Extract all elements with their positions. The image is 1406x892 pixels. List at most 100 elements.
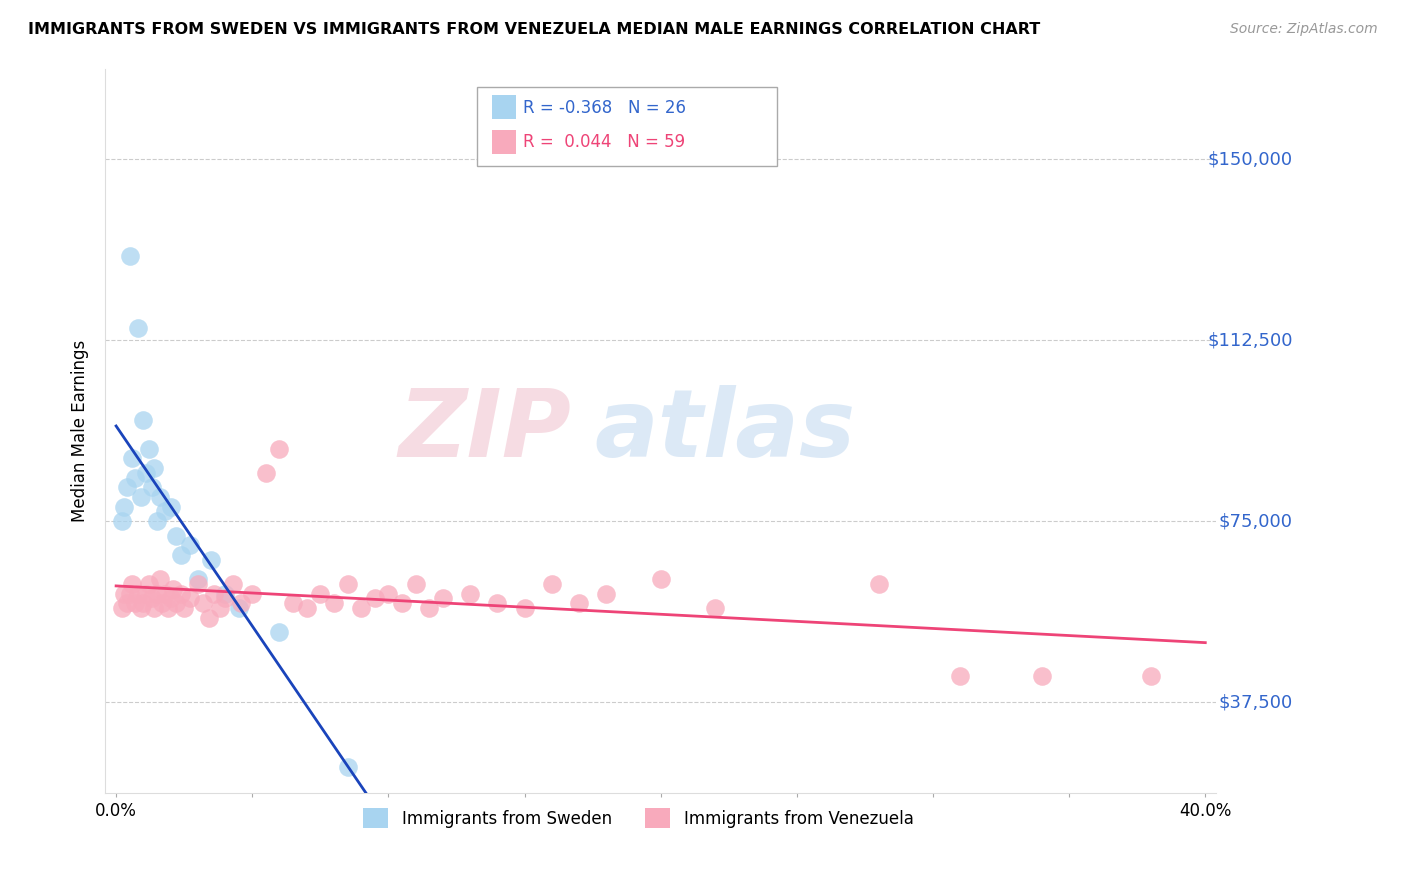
Point: [118, 586, 141, 600]
Point: [214, 591, 236, 606]
Point: [309, 586, 332, 600]
Point: [281, 596, 304, 610]
Point: [187, 577, 209, 591]
Point: [269, 442, 291, 456]
Point: [704, 601, 727, 615]
Point: [143, 461, 166, 475]
Point: [170, 586, 193, 600]
Y-axis label: Median Male Earnings: Median Male Earnings: [72, 340, 89, 522]
Point: [121, 577, 143, 591]
Point: [350, 601, 373, 615]
Point: [377, 586, 399, 600]
Point: [486, 596, 509, 610]
Point: [1140, 668, 1163, 682]
Point: [138, 442, 160, 456]
Point: [138, 577, 160, 591]
Point: [124, 470, 146, 484]
Point: [868, 577, 890, 591]
Point: [295, 601, 318, 615]
Point: [336, 577, 359, 591]
Point: [129, 601, 152, 615]
Point: [124, 596, 146, 610]
Point: [110, 601, 132, 615]
Text: $150,000: $150,000: [1208, 150, 1292, 168]
Point: [129, 490, 152, 504]
Point: [214, 586, 236, 600]
Text: R = -0.368   N = 26: R = -0.368 N = 26: [523, 99, 686, 117]
Point: [127, 586, 149, 600]
Text: ZIP: ZIP: [399, 384, 572, 476]
Point: [513, 601, 536, 615]
Point: [132, 596, 155, 610]
Point: [179, 538, 201, 552]
Point: [179, 591, 201, 606]
Point: [143, 601, 166, 615]
Point: [170, 548, 193, 562]
Point: [115, 480, 138, 494]
Point: [595, 586, 617, 600]
Point: [146, 586, 169, 600]
FancyBboxPatch shape: [478, 87, 778, 166]
Point: [540, 577, 562, 591]
Point: [418, 601, 440, 615]
Point: [650, 572, 672, 586]
Point: [200, 552, 222, 566]
Point: [222, 577, 245, 591]
Point: [156, 601, 179, 615]
Text: $75,000: $75,000: [1219, 512, 1292, 530]
Point: [228, 601, 250, 615]
Point: [152, 596, 174, 610]
Point: [391, 596, 413, 610]
Point: [153, 504, 176, 518]
Point: [162, 582, 184, 596]
Point: [115, 596, 138, 610]
Point: [173, 601, 195, 615]
Legend: Immigrants from Sweden, Immigrants from Venezuela: Immigrants from Sweden, Immigrants from …: [357, 801, 920, 835]
Point: [141, 591, 163, 606]
Point: [949, 668, 972, 682]
Point: [568, 596, 591, 610]
Point: [165, 596, 187, 610]
Point: [135, 466, 157, 480]
Point: [323, 596, 346, 610]
Point: [110, 514, 132, 528]
Point: [187, 572, 209, 586]
Point: [193, 596, 215, 610]
Point: [112, 500, 135, 514]
Point: [336, 760, 359, 774]
FancyBboxPatch shape: [492, 95, 516, 120]
Point: [118, 249, 141, 263]
Point: [405, 577, 427, 591]
Point: [146, 514, 169, 528]
Point: [432, 591, 454, 606]
Point: [149, 490, 172, 504]
Point: [1031, 668, 1053, 682]
Point: [254, 466, 277, 480]
Point: [153, 586, 176, 600]
Point: [208, 601, 231, 615]
Text: $112,500: $112,500: [1208, 331, 1292, 349]
Point: [149, 572, 172, 586]
FancyBboxPatch shape: [492, 130, 516, 154]
Point: [197, 610, 219, 624]
Point: [364, 591, 387, 606]
Point: [159, 591, 181, 606]
Point: [135, 586, 157, 600]
Point: [132, 413, 155, 427]
Text: IMMIGRANTS FROM SWEDEN VS IMMIGRANTS FROM VENEZUELA MEDIAN MALE EARNINGS CORRELA: IMMIGRANTS FROM SWEDEN VS IMMIGRANTS FRO…: [28, 22, 1040, 37]
Point: [458, 586, 481, 600]
Point: [231, 596, 253, 610]
Text: R =  0.044   N = 59: R = 0.044 N = 59: [523, 134, 685, 152]
Point: [127, 321, 149, 335]
Point: [141, 480, 163, 494]
Point: [121, 451, 143, 466]
Text: Source: ZipAtlas.com: Source: ZipAtlas.com: [1230, 22, 1378, 37]
Point: [240, 586, 263, 600]
Text: atlas: atlas: [595, 384, 855, 476]
Point: [165, 528, 187, 542]
Point: [112, 586, 135, 600]
Point: [202, 586, 225, 600]
Point: [269, 625, 291, 640]
Point: [159, 500, 181, 514]
Text: $37,500: $37,500: [1219, 693, 1292, 711]
